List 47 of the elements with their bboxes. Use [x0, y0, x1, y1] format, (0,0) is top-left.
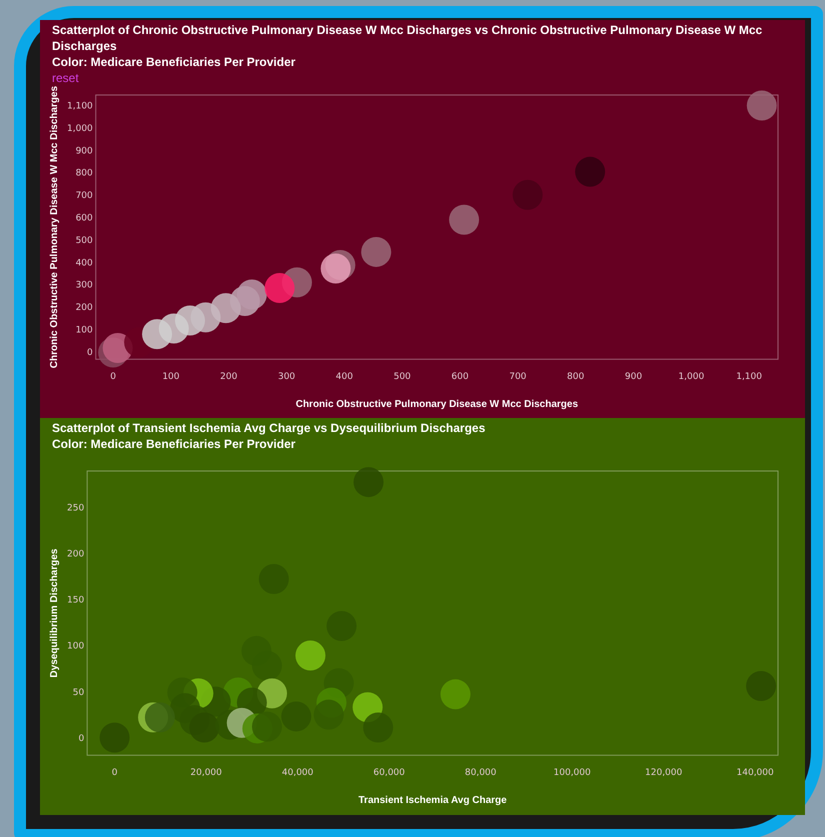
x-tick-label: 100: [162, 372, 180, 382]
y-tick-label: 0: [87, 348, 94, 358]
y-tick-label: 50: [72, 688, 84, 698]
x-tick-label: 1,100: [736, 372, 762, 382]
y-tick-label: 600: [76, 213, 94, 224]
y-tick-label: 700: [76, 191, 94, 202]
x-tick-label: 80,000: [464, 768, 497, 778]
x-tick-label: 500: [394, 372, 412, 382]
y-tick-label: 1,100: [67, 102, 94, 112]
chart-subtitle: Color: Medicare Beneficiaries Per Provider: [52, 54, 296, 70]
y-tick-label: 500: [76, 236, 94, 246]
x-tick-label: 400: [336, 372, 354, 382]
y-tick-label: 300: [76, 280, 94, 291]
chart-title: Scatterplot of Transient Ischemia Avg Charge vs Dysequilibrium Discharges: [52, 420, 486, 436]
x-axis-title: Transient Ischemia Avg Charge: [358, 794, 508, 806]
x-tick-label: 20,000: [190, 768, 222, 778]
y-tick-label: 200: [66, 549, 84, 560]
y-axis-title: Chronic Obstructive Pulmonary Disease W Mcc Discharges: [48, 86, 60, 368]
x-tick-label: 0: [110, 372, 116, 382]
x-tick-label: 200: [220, 372, 238, 382]
x-tick-label: 300: [278, 372, 296, 382]
y-tick-label: 400: [76, 258, 94, 268]
y-tick-label: 250: [66, 503, 84, 514]
y-tick-label: 1,000: [67, 124, 94, 134]
y-axis-title: Dysequilibrium Discharges: [48, 548, 60, 678]
x-tick-label: 120,000: [645, 768, 683, 778]
y-tick-label: 800: [76, 168, 94, 179]
y-tick-label: 150: [66, 596, 84, 606]
x-tick-label: 140,000: [736, 768, 774, 778]
x-tick-label: 900: [624, 372, 642, 382]
x-tick-label: 1,000: [678, 372, 704, 382]
y-tick-label: 0: [78, 734, 84, 744]
x-tick-label: 800: [567, 372, 584, 382]
y-tick-label: 100: [66, 642, 84, 652]
x-axis-title: Chronic Obstructive Pulmonary Disease W Mcc Discharges: [296, 398, 578, 410]
x-tick-label: 600: [451, 372, 469, 382]
text: reset: [52, 70, 80, 86]
x-tick-label: 40,000: [282, 768, 314, 778]
chart-subtitle: Color: Medicare Beneficiaries Per Provider: [52, 436, 296, 452]
chart-title: Scatterplot of Chronic Obstructive Pulmonary Disease W Mcc Discharges vs Chronic Obstructive Pulmonary Disease W Mcc Discharges: [52, 22, 764, 54]
x-tick-label: 60,000: [373, 768, 406, 778]
x-tick-label: 700: [509, 372, 527, 382]
x-tick-label: 0: [112, 768, 118, 778]
x-tick-label: 100,000: [554, 768, 592, 778]
y-tick-label: 200: [76, 303, 94, 314]
y-tick-label: 900: [76, 146, 94, 156]
y-tick-label: 100: [76, 325, 94, 336]
